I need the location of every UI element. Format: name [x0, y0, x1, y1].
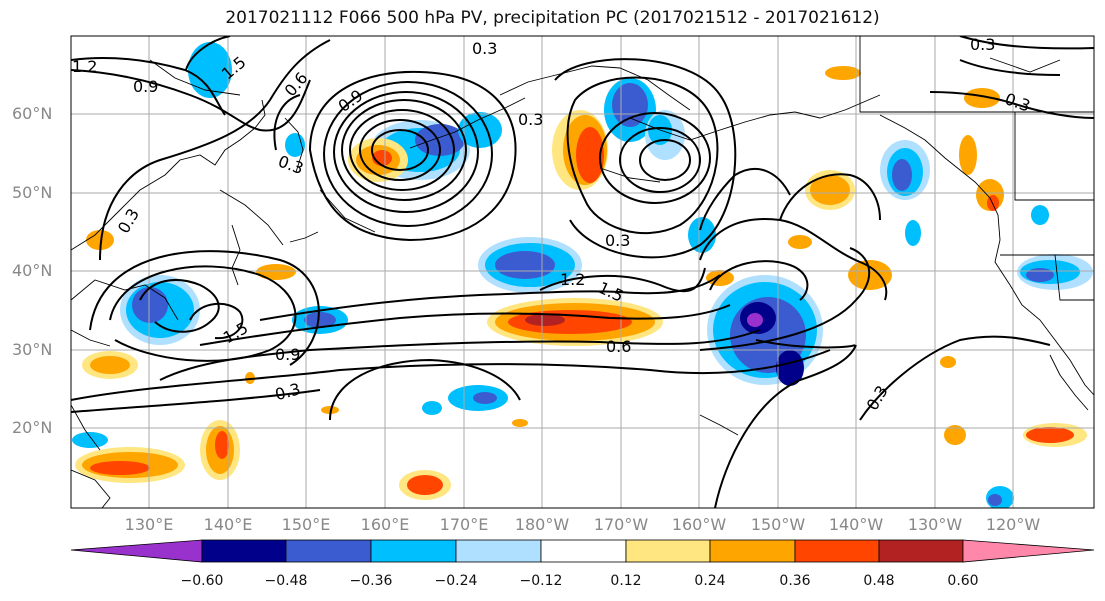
lon-label: 160°E	[360, 515, 410, 534]
colorbar-tick-label: 0.48	[863, 573, 895, 589]
lat-label: 30°N	[12, 340, 53, 359]
contour-label: 0.3	[472, 39, 497, 58]
lon-label: 140°E	[203, 515, 253, 534]
contour-label: 0.3	[518, 110, 543, 129]
colorbar-tick-label: 0.60	[947, 573, 979, 589]
map-frame	[70, 35, 1095, 509]
contour-label: 0.9	[133, 77, 158, 96]
colorbar-tick-label: −0.24	[434, 573, 478, 589]
contour-label: 0.3	[970, 35, 995, 54]
lon-label: 170°W	[593, 515, 649, 534]
pv-contours	[71, 36, 1094, 508]
lat-label: 40°N	[12, 261, 53, 280]
lon-label: 120°W	[985, 515, 1041, 534]
contour-label: 0.3	[605, 231, 630, 250]
lon-label: 170°E	[439, 515, 489, 534]
colorbar-tick-label: 0.12	[610, 573, 642, 589]
contour-label: 1.2	[72, 57, 97, 76]
contour-label: 1.2	[560, 270, 585, 289]
lon-label: 130°W	[907, 515, 963, 534]
colorbar-tick-label: −0.60	[180, 573, 224, 589]
lon-label: 140°W	[828, 515, 884, 534]
lat-label: 50°N	[12, 183, 53, 202]
lat-label: 60°N	[12, 104, 53, 123]
lon-label: 160°W	[671, 515, 727, 534]
colorbar-tick-label: −0.36	[349, 573, 393, 589]
lon-label: 150°E	[281, 515, 331, 534]
map-area: 1.2 0.9 1.5 0.6 0.3 0.9 0.3 0.3 0.3 0.3 …	[71, 35, 1094, 508]
lon-label: 180°W	[514, 515, 570, 534]
colorbar-tick-label: −0.48	[264, 573, 308, 589]
colorbar-tick-label: 0.24	[694, 573, 726, 589]
contour-label: 0.9	[275, 345, 300, 364]
lon-label: 130°E	[124, 515, 174, 534]
lat-label: 20°N	[12, 418, 53, 437]
contour-label: 0.6	[606, 337, 631, 356]
colorbar-tick-label: −0.12	[519, 573, 563, 589]
colorbar	[70, 539, 1095, 563]
lon-label: 150°W	[750, 515, 806, 534]
map-title: 2017021112 F066 500 hPa PV, precipitatio…	[225, 8, 880, 28]
colorbar-tick-label: 0.36	[779, 573, 811, 589]
